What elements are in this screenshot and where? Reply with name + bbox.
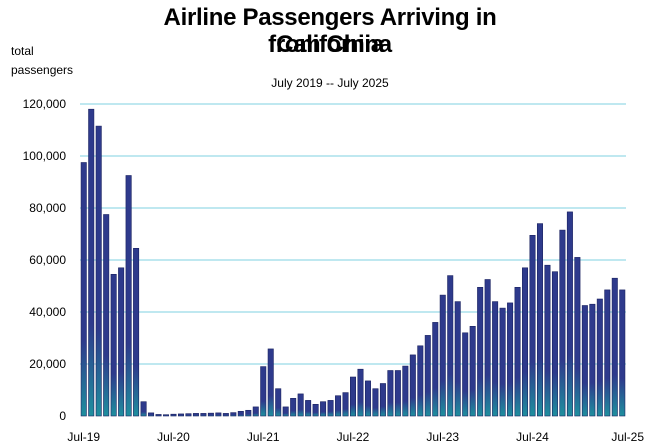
bar-Feb-22 [312, 403, 319, 417]
bar-Jul-22 [350, 376, 356, 417]
bar-Apr-25 [596, 298, 603, 417]
y-tick-label: 40,000 [29, 305, 66, 319]
bar-Aug-24 [536, 223, 543, 417]
bar-May-22 [335, 395, 342, 417]
y-axis-label-line-2: passengers [11, 63, 74, 77]
bar-Apr-22 [327, 400, 334, 417]
bar-Nov-19 [110, 273, 117, 417]
bar-May-21 [245, 409, 252, 417]
bar-Sep-24 [544, 264, 551, 417]
bar-Feb-23 [402, 365, 409, 417]
bar-Nov-21 [290, 398, 297, 417]
bar-Nov-23 [469, 325, 476, 417]
bar-Jan-25 [574, 257, 581, 417]
y-tick-label: 120,000 [23, 97, 67, 111]
bar-May-25 [604, 289, 611, 417]
x-tick-label: Jul-24 [516, 430, 549, 444]
chart-title-line-1: Airline Passengers Arriving in Californi… [163, 4, 497, 58]
bar-Mar-23 [409, 354, 416, 417]
bar-Apr-24 [507, 302, 514, 417]
bar-Jun-22 [342, 392, 349, 417]
bar-Apr-23 [417, 345, 424, 417]
bar-Aug-19 [88, 108, 95, 417]
bar-Jun-23 [432, 322, 439, 417]
bar-Sep-20 [185, 413, 192, 417]
chart-subtitle: July 2019 -- July 2025 [271, 76, 389, 90]
bar-Jul-19 [80, 162, 87, 417]
bar-Jan-22 [305, 400, 312, 417]
bar-Oct-22 [372, 388, 379, 417]
gridlines [80, 103, 626, 365]
x-tick-label: Jul-21 [247, 430, 280, 444]
bar-Apr-20 [148, 412, 155, 417]
bar-May-24 [514, 286, 521, 417]
bar-Sep-23 [454, 301, 461, 417]
x-tick-label: Jul-22 [337, 430, 370, 444]
bar-Aug-21 [267, 348, 274, 417]
bar-Feb-25 [581, 305, 588, 417]
x-tick-label: Jul-25 [611, 430, 644, 444]
x-tick-label: Jul-19 [67, 430, 100, 444]
bar-Dec-24 [566, 211, 573, 417]
bar-Jan-21 [215, 412, 222, 417]
y-tick-labels: 0 20,000 40,000 60,000 80,000 100,000 120,000 [23, 97, 67, 423]
bar-Dec-23 [477, 286, 484, 417]
bar-Jul-21 [260, 366, 267, 417]
y-tick-label: 0 [59, 409, 66, 423]
bar-Oct-23 [462, 332, 469, 417]
bar-Dec-20 [207, 412, 214, 417]
y-tick-label: 100,000 [23, 149, 67, 163]
bar-Sep-19 [95, 125, 102, 417]
bar-Feb-20 [133, 248, 140, 417]
x-tick-label: Jul-20 [157, 430, 190, 444]
bar-Mar-24 [499, 307, 506, 417]
bar-Sep-21 [275, 388, 282, 417]
bar-Jun-20 [163, 414, 170, 417]
bar-Jan-20 [125, 175, 132, 417]
bar-Jul-24 [529, 235, 536, 417]
y-axis-label-line-1: total [11, 44, 34, 58]
bar-Jul-25 [619, 289, 626, 417]
bar-Jun-21 [252, 406, 259, 417]
y-tick-label: 20,000 [29, 357, 66, 371]
bar-Dec-21 [297, 393, 304, 417]
bar-Nov-20 [200, 413, 207, 417]
bar-Nov-22 [379, 383, 386, 417]
bar-Sep-22 [364, 380, 371, 417]
chart-title-line-2: from China [268, 31, 392, 58]
bar-Oct-20 [192, 413, 199, 417]
bar-Aug-22 [357, 368, 364, 417]
bar-Jun-24 [522, 267, 529, 417]
bar-Oct-24 [551, 271, 558, 417]
bar-Oct-21 [282, 406, 289, 417]
bar-Jun-25 [611, 277, 618, 417]
bar-Mar-25 [589, 303, 596, 417]
x-tick-labels: Jul-19 Jul-20 Jul-21 Jul-22 Jul-23 Jul-24 Jul-… [67, 430, 644, 444]
bar-Mar-22 [320, 401, 327, 417]
y-tick-label: 80,000 [29, 201, 66, 215]
y-tick-label: 60,000 [29, 253, 66, 267]
bar-Apr-21 [237, 411, 244, 417]
bar-Jul-23 [439, 294, 446, 417]
bar-Aug-20 [177, 413, 184, 417]
bar-Dec-22 [387, 370, 394, 417]
bar-Dec-19 [118, 267, 125, 417]
bar-Jul-20 [170, 413, 177, 417]
bar-Mar-21 [230, 412, 237, 417]
bar-Feb-24 [492, 301, 499, 417]
bar-May-20 [155, 414, 162, 417]
bar-Nov-24 [559, 229, 566, 417]
bar-Jan-24 [484, 279, 491, 417]
bars [80, 108, 626, 417]
bar-Jan-23 [394, 370, 401, 417]
bar-Aug-23 [447, 275, 454, 417]
bar-Oct-19 [103, 214, 110, 417]
bar-Feb-21 [222, 413, 229, 417]
x-tick-label: Jul-23 [426, 430, 459, 444]
bar-May-23 [424, 335, 431, 417]
bar-Mar-20 [140, 401, 147, 417]
